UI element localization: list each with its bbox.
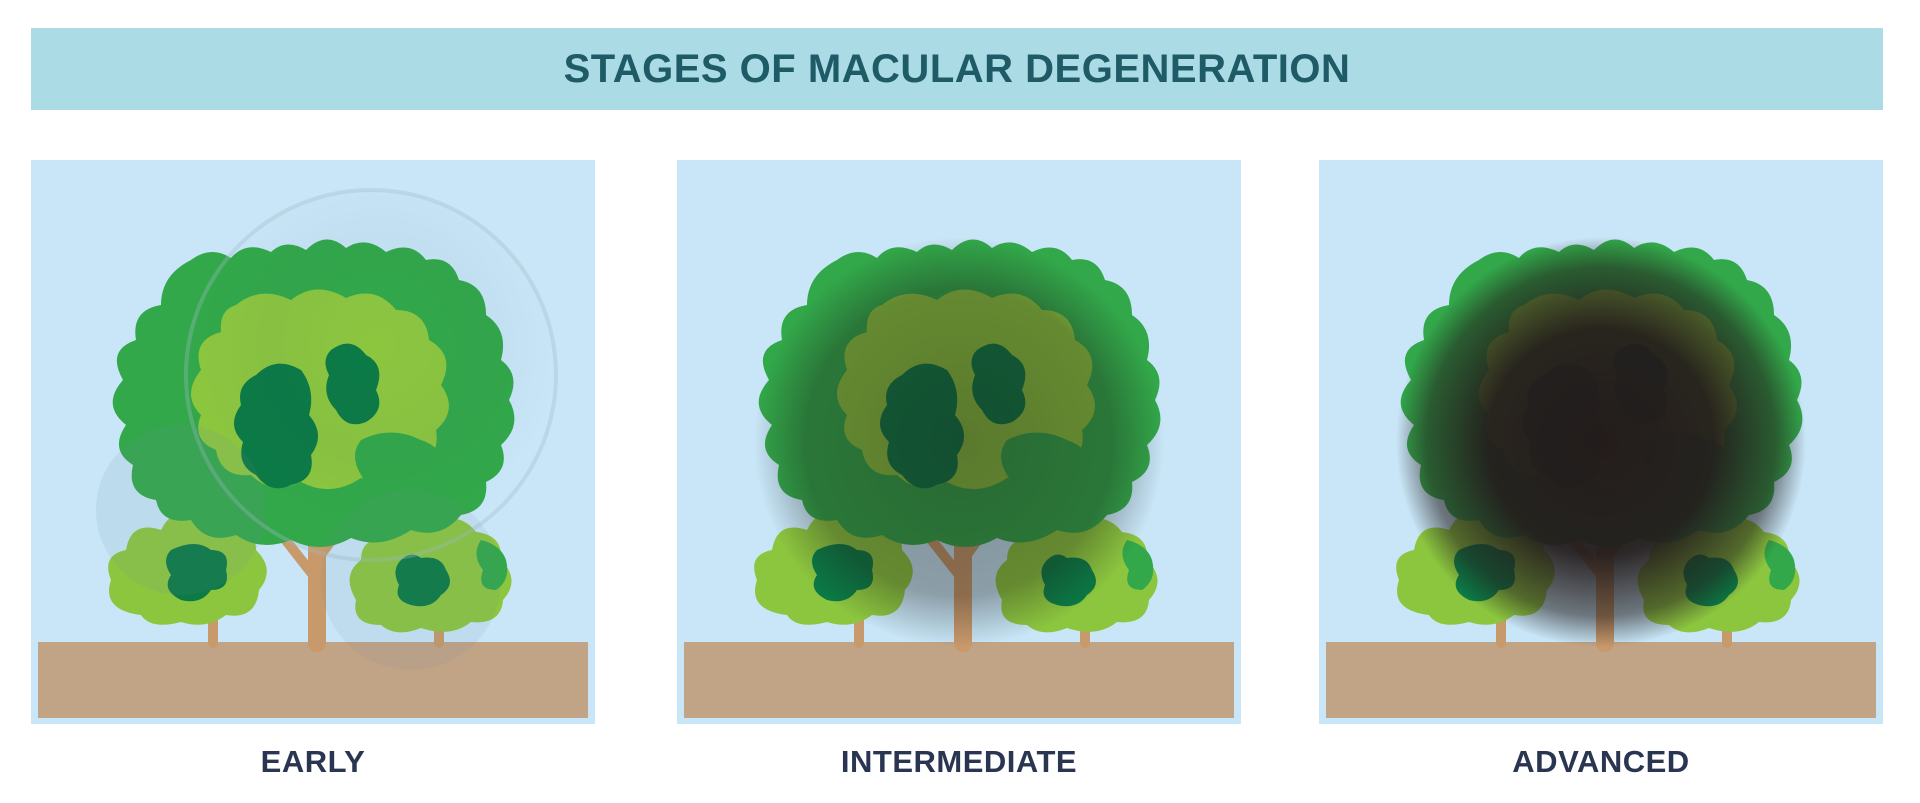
stage-early-illustration bbox=[31, 160, 595, 724]
stage-advanced-illustration bbox=[1319, 160, 1883, 724]
stage-early-label: EARLY bbox=[260, 744, 366, 779]
page-title: STAGES OF MACULAR DEGENERATION bbox=[563, 46, 1351, 91]
vision-distortion bbox=[1396, 237, 1806, 647]
stage-intermediate-panel bbox=[677, 160, 1241, 724]
vision-distortion bbox=[754, 237, 1164, 647]
stage-advanced-label: ADVANCED bbox=[1512, 744, 1690, 779]
stage-advanced-panel bbox=[1319, 160, 1883, 724]
title-banner: STAGES OF MACULAR DEGENERATION bbox=[31, 28, 1883, 110]
vision-distortion bbox=[186, 190, 556, 560]
stage-early-panel bbox=[31, 160, 595, 724]
vision-distortion-edge bbox=[184, 188, 558, 562]
vision-distortion-small bbox=[96, 425, 266, 595]
stage-intermediate-label: INTERMEDIATE bbox=[840, 744, 1078, 779]
vision-distortion-small bbox=[321, 490, 501, 670]
stage-intermediate-illustration bbox=[677, 160, 1241, 724]
